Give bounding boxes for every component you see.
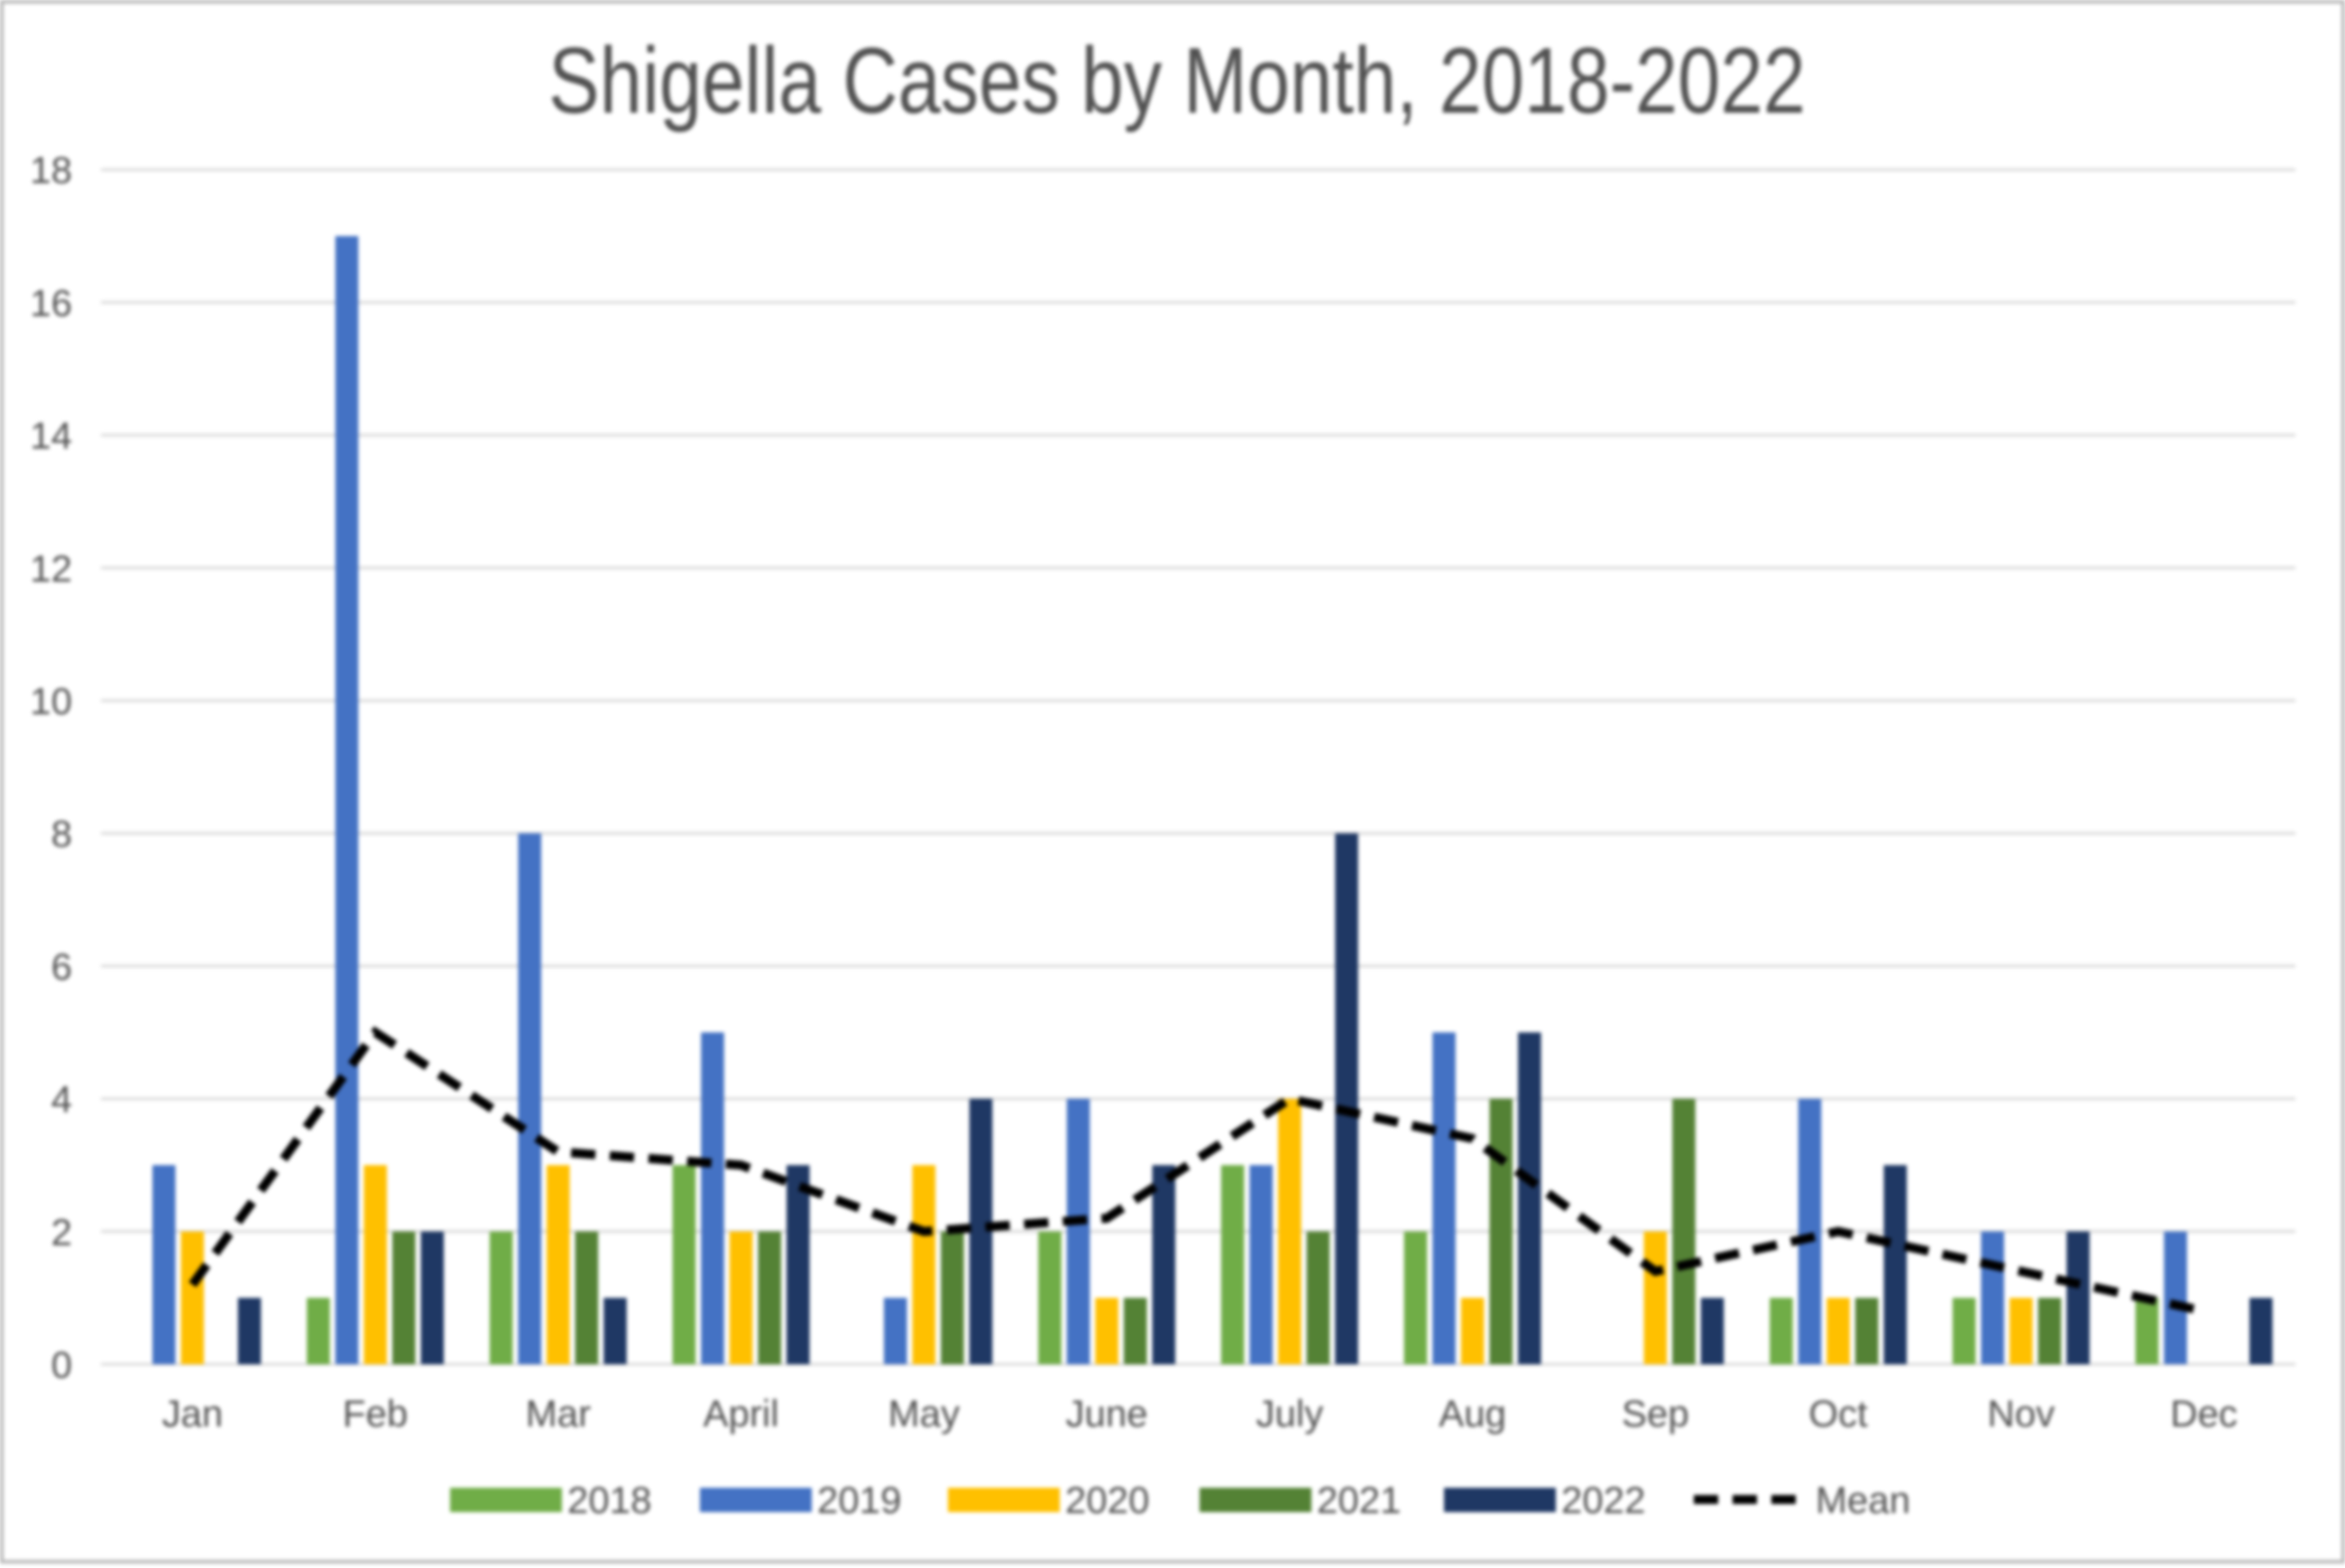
svg-text:14: 14 [30, 415, 72, 457]
svg-text:Shigella Cases by Month, 2018-: Shigella Cases by Month, 2018-2022 [548, 29, 1806, 133]
svg-text:Nov: Nov [1988, 1392, 2055, 1435]
svg-text:Mar: Mar [526, 1392, 591, 1435]
svg-text:18: 18 [30, 149, 72, 191]
svg-text:2018: 2018 [567, 1479, 651, 1521]
svg-text:16: 16 [30, 281, 72, 324]
svg-text:Aug: Aug [1439, 1392, 1506, 1435]
svg-text:0: 0 [51, 1343, 72, 1386]
svg-text:July: July [1256, 1392, 1324, 1435]
svg-text:Oct: Oct [1808, 1392, 1868, 1435]
svg-text:12: 12 [30, 547, 72, 590]
svg-text:6: 6 [51, 945, 72, 987]
svg-text:Sep: Sep [1622, 1392, 1689, 1435]
svg-text:4: 4 [51, 1078, 72, 1121]
svg-text:2022: 2022 [1561, 1479, 1645, 1521]
svg-text:April: April [704, 1392, 779, 1435]
svg-text:2021: 2021 [1317, 1479, 1401, 1521]
svg-text:10: 10 [30, 680, 72, 722]
svg-text:2019: 2019 [817, 1479, 901, 1521]
svg-text:May: May [888, 1392, 960, 1435]
svg-text:Mean: Mean [1816, 1479, 1910, 1521]
svg-text:Jan: Jan [162, 1392, 224, 1435]
svg-text:Feb: Feb [343, 1392, 408, 1435]
svg-text:Dec: Dec [2170, 1392, 2238, 1435]
svg-text:June: June [1066, 1392, 1148, 1435]
svg-text:8: 8 [51, 812, 72, 855]
svg-text:2: 2 [51, 1211, 72, 1253]
svg-text:2020: 2020 [1065, 1479, 1149, 1521]
